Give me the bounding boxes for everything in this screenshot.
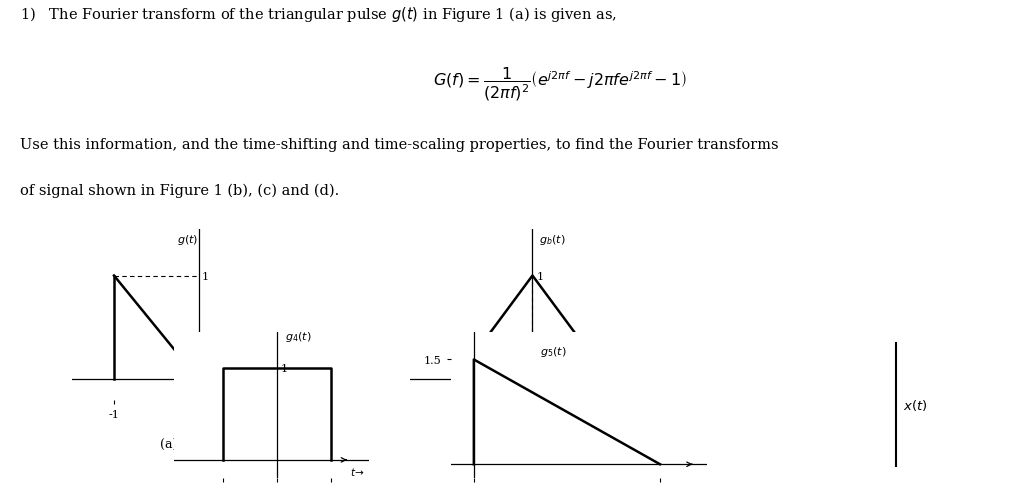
- Text: 1: 1: [537, 271, 544, 281]
- Text: $g_b(t)$: $g_b(t)$: [539, 233, 565, 247]
- Text: $t\!\rightarrow$: $t\!\rightarrow$: [350, 466, 365, 477]
- Text: $g_5(t)$: $g_5(t)$: [541, 344, 566, 358]
- Text: $x(t)$: $x(t)$: [903, 398, 928, 412]
- Text: $g_4(t)$: $g_4(t)$: [286, 329, 312, 343]
- Text: $G(f) = \dfrac{1}{(2\pi f)^2}\left(e^{j2\pi f} - j2\pi fe^{j2\pi f} - 1\right)$: $G(f) = \dfrac{1}{(2\pi f)^2}\left(e^{j2…: [433, 65, 687, 102]
- Text: $t\!\rightarrow$: $t\!\rightarrow$: [592, 412, 606, 424]
- Text: 1: 1: [202, 271, 209, 281]
- Text: 1: 1: [607, 390, 614, 400]
- Text: $t\!\rightarrow$: $t\!\rightarrow$: [660, 486, 676, 488]
- Text: of signal shown in Figure 1 (b), (c) and (d).: of signal shown in Figure 1 (b), (c) and…: [20, 183, 340, 198]
- Text: $t\!\rightarrow$: $t\!\rightarrow$: [248, 385, 262, 397]
- Text: (a): (a): [161, 438, 177, 451]
- Text: 1)   The Fourier transform of the triangular pulse $g(t)$ in Figure 1 (a) is giv: 1) The Fourier transform of the triangul…: [20, 5, 617, 24]
- Text: 1: 1: [281, 364, 288, 373]
- Text: $g(t)$: $g(t)$: [177, 233, 199, 247]
- Text: (b): (b): [523, 438, 542, 451]
- Text: Use this information, and the time-shifting and time-scaling properties, to find: Use this information, and the time-shift…: [20, 138, 779, 152]
